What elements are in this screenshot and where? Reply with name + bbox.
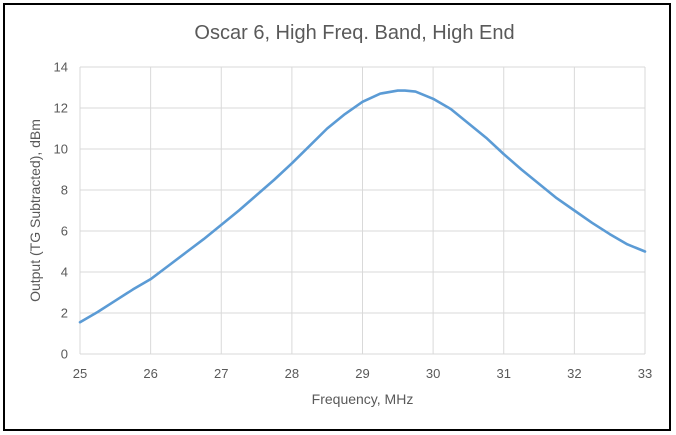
x-axis-label: Frequency, MHz xyxy=(312,391,414,407)
y-axis-ticks: 0 2 4 6 8 10 12 14 xyxy=(54,60,68,362)
y-tick-label: 0 xyxy=(61,347,68,362)
y-tick-label: 4 xyxy=(61,265,68,280)
y-axis-label: Output (TG Subtracted), dBm xyxy=(27,119,43,302)
y-tick-label: 6 xyxy=(61,224,68,239)
line-chart: Oscar 6, High Freq. Band, High End 0 2 4 6 8… xyxy=(27,22,652,407)
y-tick-label: 2 xyxy=(61,306,68,321)
x-tick-label: 30 xyxy=(426,366,440,381)
y-tick-label: 10 xyxy=(54,142,68,157)
series-line xyxy=(78,89,647,324)
x-tick-label: 32 xyxy=(567,366,581,381)
chart-frame: Oscar 6, High Freq. Band, High End 0 2 4 6 8… xyxy=(3,3,671,431)
x-tick-label: 28 xyxy=(285,366,299,381)
y-tick-label: 12 xyxy=(54,101,68,116)
y-tick-label: 14 xyxy=(54,60,68,75)
chart-title: Oscar 6, High Freq. Band, High End xyxy=(194,22,514,44)
y-tick-label: 8 xyxy=(61,183,68,198)
x-tick-label: 33 xyxy=(638,366,652,381)
x-tick-label: 31 xyxy=(497,366,511,381)
series-layer xyxy=(78,89,647,324)
x-tick-label: 29 xyxy=(355,366,369,381)
x-tick-label: 26 xyxy=(143,366,157,381)
x-axis-ticks: 25 26 27 28 29 30 31 32 33 xyxy=(73,366,652,381)
x-tick-label: 27 xyxy=(214,366,228,381)
x-tick-label: 25 xyxy=(73,366,87,381)
gridlines xyxy=(79,66,646,355)
